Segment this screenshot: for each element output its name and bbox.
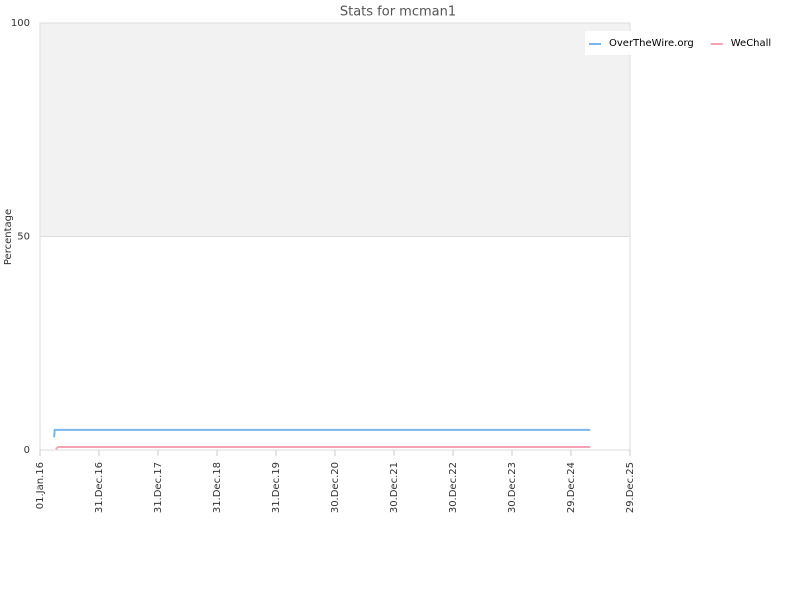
legend: OverTheWire.org WeChall: [585, 31, 785, 55]
y-tick-label: 50: [17, 232, 30, 243]
x-tick-label: 31.Dec.18: [212, 462, 223, 513]
line: [55, 446, 591, 450]
y-tick-label: 100: [11, 18, 30, 29]
line: [53, 428, 591, 438]
y-axis-label: Percentage: [3, 209, 14, 265]
legend-label: OverTheWire.org: [609, 38, 694, 49]
x-tick-label: 31.Dec.16: [94, 462, 105, 513]
x-tick-label: 31.Dec.17: [153, 462, 164, 513]
plot-band: [40, 23, 630, 237]
y-tick-label: 0: [24, 445, 30, 456]
x-tick-label: 29.Dec.24: [566, 462, 577, 513]
legend-box: [585, 31, 785, 55]
x-tick-label: 30.Dec.21: [389, 462, 400, 513]
x-tick-label: 01.Jan.16: [35, 462, 46, 509]
x-tick-label: 30.Dec.22: [448, 462, 459, 513]
x-tick-label: 29.Dec.25: [625, 462, 636, 513]
x-tick-label: 30.Dec.23: [507, 462, 518, 513]
x-tick-label: 31.Dec.19: [271, 462, 282, 513]
chart-title: Stats for mcman1: [340, 5, 456, 20]
x-tick-label: 30.Dec.20: [330, 462, 341, 513]
legend-label: WeChall: [731, 38, 771, 49]
